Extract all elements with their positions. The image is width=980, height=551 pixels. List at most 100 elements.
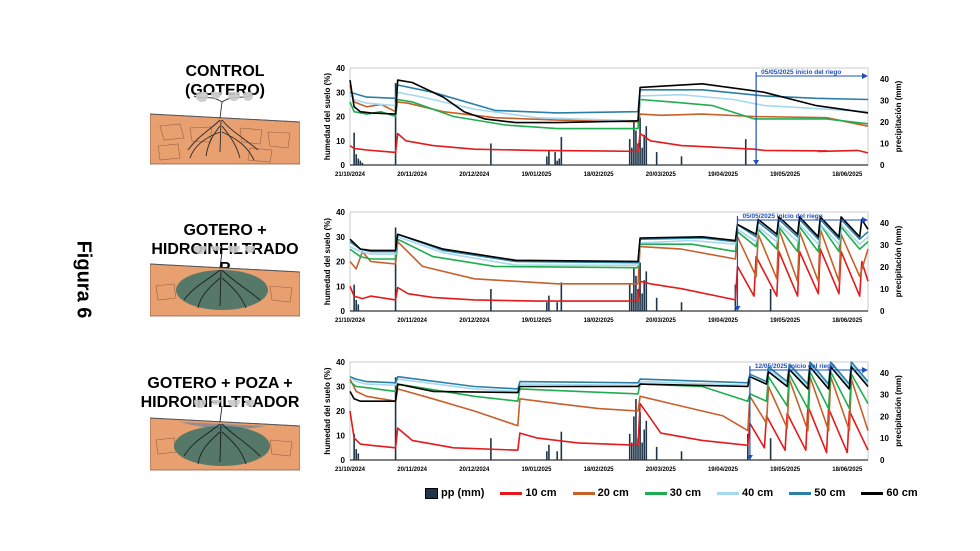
legend-swatch-pp: [425, 487, 438, 499]
legend-item-pp: pp (mm): [425, 487, 484, 499]
y2-tick-label-1: 30: [880, 96, 889, 105]
y2-axis-title-1: precipitación (mm): [894, 80, 903, 152]
precip-bar-3: [643, 429, 646, 460]
precip-bar-3: [353, 433, 355, 460]
precip-bar-2: [769, 289, 772, 311]
legend-item-30cm: 30 cm: [644, 487, 701, 499]
precip-bar-3: [637, 438, 639, 460]
panel-3-title-line-1: GOTERO + POZA +: [147, 375, 293, 392]
y2-tick-label-3: 10: [880, 434, 889, 443]
y2-tick-label-2: 20: [880, 263, 889, 272]
legend-label-40cm: 40 cm: [742, 487, 774, 499]
legend-item-10cm: 10 cm: [500, 487, 557, 499]
x-tick-label-3: 20/11/2024: [397, 467, 427, 473]
chart-panel-3: 0 10 20 30 40 0 10 20 30 40 humedad del suelo (%) p…: [323, 358, 903, 473]
precip-bar-3: [357, 453, 360, 460]
precip-bar-3: [635, 399, 637, 460]
precip-bar-1: [357, 158, 360, 165]
x-tick-label-3: 18/06/2025: [832, 467, 863, 473]
x-tick-label-2: 20/12/2024: [459, 318, 490, 324]
series-line-50cm-1: [349, 84, 869, 114]
illustration-control: [150, 92, 300, 165]
irrigation-arrowhead-down-1: [753, 160, 760, 165]
panel-2-title: GOTERO + HIDROINFILTRADO R: [140, 221, 310, 278]
y2-tick-label-2: 40: [880, 219, 889, 228]
series-line-40cm-1: [349, 91, 869, 122]
precip-bar-3: [641, 442, 643, 460]
x-tick-label-2: 20/03/2025: [646, 318, 677, 324]
legend-swatch-20cm: [572, 491, 595, 495]
x-tick-label-3: 21/10/2024: [335, 467, 366, 473]
y-tick-label-2: 10: [336, 282, 345, 291]
precip-bar-2: [633, 267, 635, 311]
series-line-60cm-1: [349, 79, 869, 124]
precip-bar-1: [558, 158, 561, 165]
precip-bar-2: [353, 284, 355, 311]
y-tick-label-1: 10: [336, 137, 345, 146]
y-tick-label-2: 20: [336, 258, 345, 267]
x-tick-label-3: 20/12/2024: [459, 467, 490, 473]
y-tick-label-3: 20: [336, 407, 345, 416]
series-line-30cm-1: [349, 98, 869, 130]
precip-bar-3: [394, 377, 397, 460]
y2-tick-label-1: 20: [880, 118, 889, 127]
legend-label-pp: pp (mm): [441, 487, 485, 499]
x-tick-label-2: 19/05/2025: [770, 318, 801, 324]
y-tick-label-2: 30: [336, 233, 345, 242]
precip-bar-3: [546, 451, 548, 460]
y-tick-label-3: 30: [336, 383, 345, 392]
precip-bar-1: [361, 162, 364, 165]
irrigation-arrowhead-right-2: [862, 217, 868, 223]
precip-bar-3: [630, 442, 633, 460]
precip-bar-3: [769, 438, 772, 460]
legend-item-40cm: 40 cm: [717, 487, 773, 499]
y-axis-title-1: humedad del suelo (%): [323, 73, 332, 160]
y-tick-label-1: 0: [341, 161, 346, 170]
legend-label-10cm: 10 cm: [525, 487, 557, 499]
x-tick-label-3: 19/01/2025: [521, 467, 552, 473]
precip-bar-3: [747, 433, 749, 460]
chart-panel-1: 0 10 20 30 40 0 10 20 30 40 humedad del suelo (%) p…: [323, 64, 903, 178]
x-tick-label-1: 20/11/2024: [397, 172, 427, 178]
precip-bar-1: [655, 152, 658, 165]
precip-bar-1: [637, 143, 639, 165]
precip-bar-3: [645, 420, 648, 460]
y2-tick-label-3: 0: [880, 456, 885, 465]
y-tick-label-3: 0: [341, 456, 346, 465]
y2-tick-label-1: 40: [880, 75, 889, 84]
precip-bar-1: [556, 160, 558, 165]
precip-bar-2: [560, 282, 563, 311]
precip-bar-1: [680, 156, 683, 165]
x-tick-label-3: 19/05/2025: [770, 467, 801, 473]
y-axis-title-2: humedad del suelo (%): [323, 218, 332, 305]
x-tick-label-2: 18/06/2025: [832, 318, 863, 324]
legend-item-50cm: 50 cm: [789, 487, 845, 499]
series-line-60cm-3: [349, 366, 869, 403]
legend-item-60cm: 60 cm: [861, 487, 918, 499]
precip-bar-3: [355, 449, 358, 460]
precip-bar-1: [633, 121, 635, 165]
series-line-10cm-3: [349, 402, 869, 454]
chart-panel-2: 0 10 20 30 40 0 10 20 30 40 humedad del suelo (%) p…: [323, 208, 903, 324]
y2-axis-title-3: precipitación (mm): [894, 375, 903, 447]
irrigation-annotation-1: 05/05/2025 inicio del riego: [761, 69, 841, 76]
y2-tick-label-3: 20: [880, 412, 889, 421]
precip-bar-2: [655, 297, 658, 311]
precip-bar-1: [643, 134, 646, 165]
precip-bar-1: [546, 156, 548, 165]
y2-tick-label-1: 0: [880, 161, 885, 170]
precip-bar-2: [630, 293, 633, 311]
x-tick-label-1: 20/03/2025: [646, 172, 677, 178]
precip-bar-2: [641, 293, 643, 311]
precip-bar-1: [630, 147, 633, 165]
x-tick-label-1: 19/01/2025: [521, 172, 552, 178]
precip-bar-3: [680, 451, 683, 460]
precip-bar-2: [394, 227, 397, 311]
x-tick-label-2: 21/10/2024: [335, 318, 366, 324]
irrigation-arrowhead-down-3: [746, 455, 753, 460]
irrigation-arrowhead-right-3: [862, 367, 868, 373]
legend-swatch-50cm: [789, 491, 812, 495]
legend-swatch-10cm: [500, 491, 523, 495]
precip-bar-1: [490, 143, 492, 165]
series-line-10cm-2: [349, 248, 869, 302]
